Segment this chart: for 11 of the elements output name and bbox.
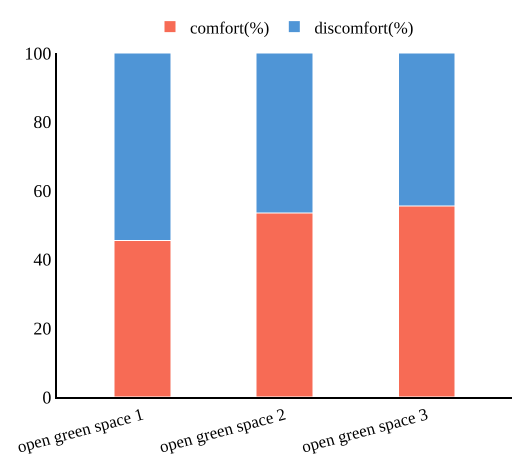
y-tick-label: 80: [33, 112, 52, 132]
x-tick-label: open green space 3: [300, 404, 430, 457]
legend-label: comfort(%): [190, 18, 270, 38]
y-tick-label: 40: [33, 250, 52, 270]
y-tick-label: 100: [24, 43, 52, 64]
y-tick-label: 0: [42, 387, 52, 408]
y-tick-label: 20: [33, 318, 52, 338]
y-tick-label: 60: [33, 180, 52, 201]
legend-label: discomfort(%): [314, 18, 414, 38]
x-tick-label: open green space 1: [15, 404, 146, 457]
x-tick-label: open green space 2: [157, 404, 288, 457]
